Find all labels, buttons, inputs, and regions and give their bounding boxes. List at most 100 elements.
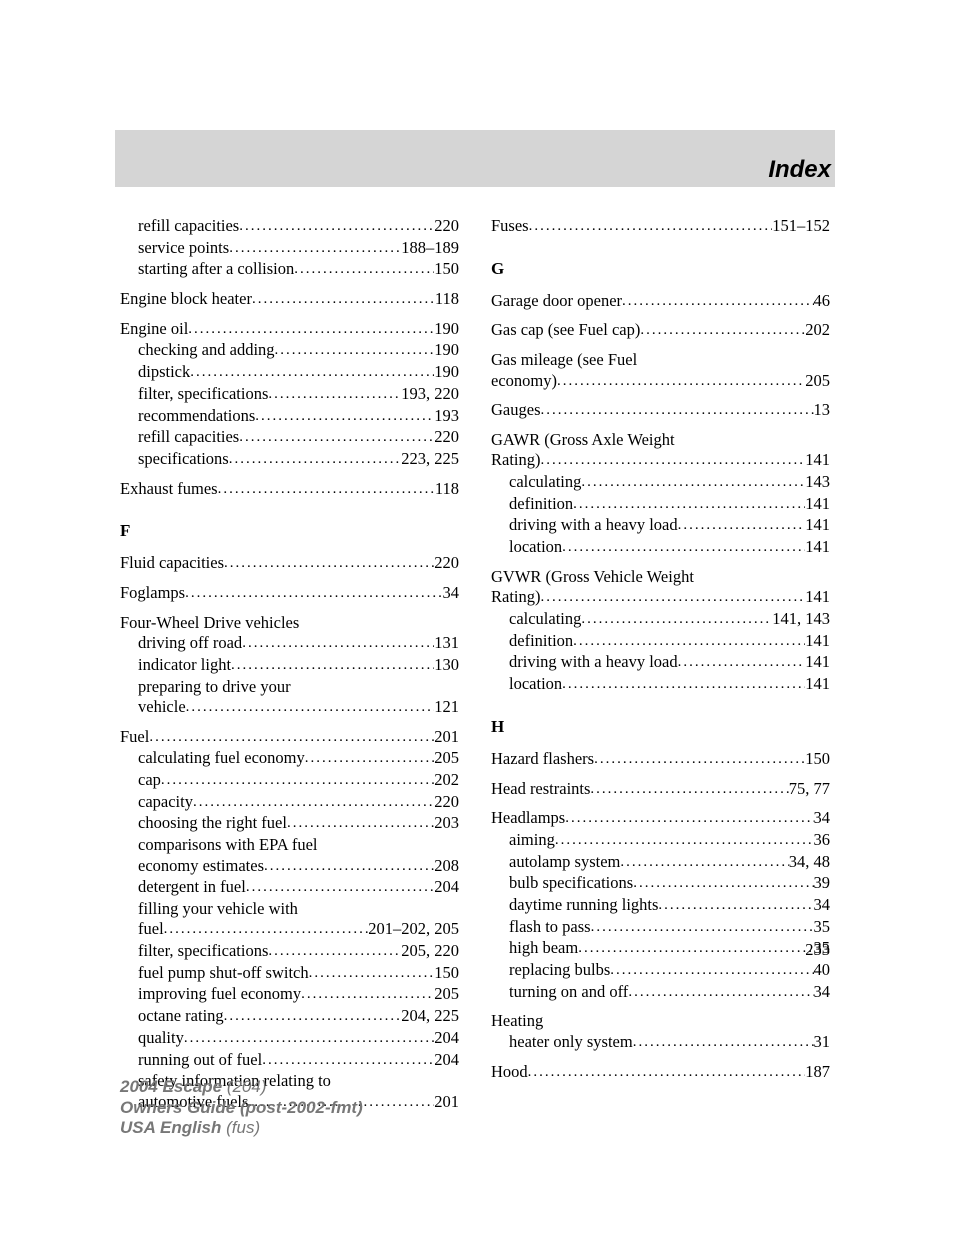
index-leader-dots	[264, 858, 434, 876]
index-entry-label: Gauges	[491, 400, 540, 419]
footer-region: USA English	[120, 1118, 226, 1137]
index-leader-dots	[239, 429, 434, 447]
index-leader-dots	[224, 1008, 402, 1026]
page-title: Index	[768, 156, 831, 184]
index-subentry: definition 141	[491, 631, 830, 652]
index-leader-dots	[294, 261, 434, 279]
index-entry: Foglamps 34	[120, 583, 459, 604]
index-entry-label: Fuel	[120, 727, 149, 746]
index-entry-page: 31	[814, 1032, 831, 1051]
index-entry-label: driving off road	[138, 633, 242, 652]
index-subentry: economy estimates 208	[120, 856, 459, 877]
index-leader-dots	[242, 635, 434, 653]
index-entry-page: 141	[805, 587, 830, 606]
index-leader-dots	[622, 293, 813, 311]
index-entry-label: specifications	[138, 449, 229, 468]
index-subentry: fuel pump shut-off switch 150	[120, 963, 459, 984]
index-entry-page: 34	[814, 808, 831, 827]
index-entry-label: daytime running lights	[509, 895, 658, 914]
index-entry-page: 36	[814, 830, 831, 849]
index-leader-dots	[188, 321, 434, 339]
index-leader-dots	[541, 589, 806, 607]
index-leader-dots	[555, 832, 814, 850]
index-entry-label: Rating)	[491, 587, 541, 606]
index-entry-page: 193	[434, 406, 459, 425]
index-subentry: quality 204	[120, 1028, 459, 1049]
index-subentry: filter, specifications 205, 220	[120, 941, 459, 962]
index-subentry: driving off road 131	[120, 633, 459, 654]
index-entry-page: 39	[814, 873, 831, 892]
index-leader-dots	[252, 291, 435, 309]
index-subentry: fuel 201–202, 205	[120, 919, 459, 940]
index-subentry: detergent in fuel 204	[120, 877, 459, 898]
index-leader-dots	[628, 984, 813, 1002]
index-entry-page: 190	[434, 319, 459, 338]
footer-line-3: USA English (fus)	[120, 1118, 363, 1139]
index-entry-page: 40	[814, 960, 831, 979]
index-entry-label: Exhaust fumes	[120, 479, 218, 498]
index-entry: Gauges 13	[491, 400, 830, 421]
index-entry-page: 203	[434, 813, 459, 832]
index-entry-label: calculating	[509, 609, 581, 628]
index-leader-dots	[309, 965, 435, 983]
index-entry-page: 75, 77	[789, 779, 830, 798]
index-entry-label: economy estimates	[138, 856, 264, 875]
index-leader-dots	[190, 364, 434, 382]
index-leader-dots	[590, 781, 788, 799]
index-entry-label: Foglamps	[120, 583, 185, 602]
index-leader-dots	[529, 218, 773, 236]
index-leader-dots	[149, 729, 434, 747]
index-entry-label: fuel	[138, 919, 164, 938]
index-entry-label: recommendations	[138, 406, 255, 425]
footer-line-1: 2004 Escape (204)	[120, 1077, 363, 1098]
index-section-letter: F	[120, 521, 459, 541]
index-entry-page: 202	[805, 320, 830, 339]
index-entry-label: starting after a collision	[138, 259, 294, 278]
index-subentry: daytime running lights 34	[491, 895, 830, 916]
index-entry-page: 141	[805, 652, 830, 671]
index-entry-page: 223, 225	[401, 449, 459, 468]
index-subentry: bulb specifications 39	[491, 873, 830, 894]
footer: 2004 Escape (204) Owners Guide (post-200…	[120, 1077, 363, 1139]
index-leader-dots	[193, 794, 434, 812]
index-subentry: calculating 141, 143	[491, 609, 830, 630]
index-subentry: location 141	[491, 537, 830, 558]
index-entry-label: Rating)	[491, 450, 541, 469]
index-leader-dots	[573, 496, 805, 514]
index-entry-page: 201–202, 205	[368, 919, 459, 938]
index-subentry: improving fuel economy 205	[120, 984, 459, 1005]
index-leader-dots	[658, 897, 813, 915]
index-entry-page: 118	[435, 289, 459, 308]
index-leader-dots	[540, 402, 813, 420]
index-subentry: calculating fuel economy 205	[120, 748, 459, 769]
index-entry-label: bulb specifications	[509, 873, 633, 892]
index-entry-page: 130	[434, 655, 459, 674]
index-entry-page: 190	[434, 362, 459, 381]
index-leader-dots	[185, 585, 442, 603]
index-section-letter: H	[491, 717, 830, 737]
index-leader-dots	[229, 451, 402, 469]
index-subentry: refill capacities 220	[120, 216, 459, 237]
index-entry-page: 188–189	[401, 238, 459, 257]
index-leader-dots	[301, 986, 434, 1004]
index-leader-dots	[528, 1064, 806, 1082]
index-leader-dots	[164, 921, 369, 939]
index-leader-dots	[239, 218, 434, 236]
index-entry: Garage door opener 46	[491, 291, 830, 312]
index-entry-page: 141	[805, 515, 830, 534]
index-entry: Headlamps 34	[491, 808, 830, 829]
index-entry: Hood 187	[491, 1062, 830, 1083]
index-entry-label: choosing the right fuel	[138, 813, 287, 832]
index-leader-dots	[305, 750, 434, 768]
index-subentry: flash to pass 35	[491, 917, 830, 938]
index-entry-page: 141	[805, 631, 830, 650]
index-leader-dots	[184, 1030, 434, 1048]
index-subentry: definition 141	[491, 494, 830, 515]
index-entry: Engine oil 190	[120, 319, 459, 340]
index-leader-dots	[678, 654, 806, 672]
index-entry-label: Gas cap (see Fuel cap)	[491, 320, 640, 339]
index-entry-page: 131	[434, 633, 459, 652]
index-entry-page: 34	[443, 583, 460, 602]
index-content: refill capacities 220service points 188–…	[120, 216, 830, 1113]
index-leader-dots	[218, 481, 435, 499]
